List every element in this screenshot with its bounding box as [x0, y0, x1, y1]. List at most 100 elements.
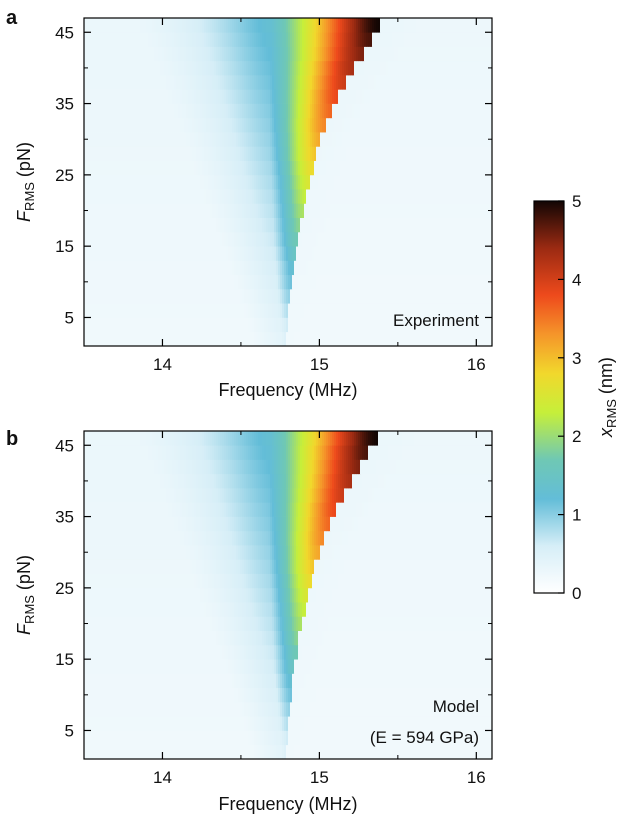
- heatmap-cell: [262, 303, 265, 318]
- heatmap-cell: [410, 160, 413, 176]
- heatmap-cell: [302, 75, 305, 90]
- heatmap-cell: [352, 288, 355, 304]
- heatmap-cell: [192, 75, 195, 90]
- heatmap-cell: [172, 260, 175, 276]
- heatmap-cell: [468, 744, 471, 760]
- heatmap-cell: [332, 60, 335, 76]
- heatmap-cell: [324, 744, 327, 760]
- heatmap-cell: [298, 160, 301, 176]
- heatmap-cell: [398, 189, 401, 204]
- heatmap-cell: [216, 32, 219, 47]
- heatmap-cell: [290, 189, 293, 204]
- heatmap-cell: [116, 231, 119, 247]
- heatmap-cell: [242, 46, 245, 62]
- heatmap-cell: [116, 160, 119, 176]
- heatmap-cell: [252, 146, 255, 161]
- heatmap-cell: [480, 132, 483, 147]
- heatmap-cell: [116, 46, 119, 62]
- heatmap-cell: [472, 89, 475, 104]
- heatmap-cell: [382, 32, 385, 47]
- heatmap-cell: [152, 246, 155, 261]
- heatmap-cell: [432, 260, 435, 276]
- heatmap-cell: [444, 203, 447, 218]
- heatmap-cell: [86, 730, 89, 746]
- heatmap-cell: [416, 18, 419, 33]
- heatmap-cell: [264, 260, 267, 276]
- heatmap-cell: [314, 132, 317, 147]
- heatmap-cell: [178, 117, 181, 133]
- heatmap-cell: [132, 331, 135, 347]
- heatmap-cell: [234, 160, 237, 176]
- heatmap-cell: [260, 117, 263, 133]
- heatmap-cell: [328, 18, 331, 33]
- heatmap-cell: [170, 60, 173, 76]
- heatmap-cell: [142, 288, 145, 304]
- heatmap-cell: [334, 60, 337, 76]
- heatmap-cell: [148, 117, 151, 133]
- heatmap-cell: [152, 317, 155, 333]
- heatmap-cell: [392, 174, 395, 190]
- heatmap-cell: [98, 203, 101, 218]
- heatmap-cell: [330, 217, 333, 233]
- heatmap-cell: [280, 103, 283, 119]
- heatmap-cell: [470, 32, 473, 47]
- heatmap-cell: [414, 260, 417, 276]
- heatmap-cell: [354, 89, 357, 104]
- heatmap-cell: [392, 46, 395, 62]
- heatmap-cell: [166, 331, 169, 347]
- heatmap-cell: [120, 18, 123, 33]
- heatmap-cell: [164, 46, 167, 62]
- heatmap-cell: [334, 303, 337, 318]
- heatmap-cell: [228, 174, 231, 190]
- heatmap-cell: [320, 317, 323, 333]
- heatmap-cell: [154, 174, 157, 190]
- heatmap-cell: [84, 260, 87, 276]
- heatmap-cell: [404, 32, 407, 47]
- heatmap-cell: [454, 231, 457, 247]
- heatmap-cell: [460, 146, 463, 161]
- heatmap-cell: [120, 46, 123, 62]
- heatmap-cell: [214, 146, 217, 161]
- heatmap-cell: [94, 217, 97, 233]
- heatmap-cell: [250, 260, 253, 276]
- heatmap-cell: [478, 217, 481, 233]
- heatmap-cell: [432, 274, 435, 290]
- heatmap-cell: [248, 75, 251, 90]
- heatmap-cell: [458, 217, 461, 233]
- heatmap-cell: [228, 160, 231, 176]
- heatmap-cell: [470, 146, 473, 161]
- heatmap-cell: [366, 75, 369, 90]
- heatmap-cell: [472, 260, 475, 276]
- heatmap-cell: [398, 146, 401, 161]
- heatmap-cell: [160, 117, 163, 133]
- heatmap-cell: [470, 132, 473, 147]
- heatmap-cell: [200, 331, 203, 347]
- heatmap-cell: [124, 217, 127, 233]
- heatmap-cell: [128, 189, 131, 204]
- heatmap-cell: [338, 331, 341, 347]
- heatmap-cell: [116, 60, 119, 76]
- heatmap-cell: [396, 18, 399, 33]
- heatmap-cell: [402, 18, 405, 33]
- heatmap-cell: [242, 117, 245, 133]
- heatmap-cell: [178, 260, 181, 276]
- heatmap-cell: [302, 744, 305, 760]
- heatmap-cell: [438, 75, 441, 90]
- heatmap-cell: [434, 217, 437, 233]
- heatmap-cell: [194, 117, 197, 133]
- heatmap-cell: [224, 117, 227, 133]
- heatmap-cell: [290, 32, 293, 47]
- heatmap-cell: [98, 246, 101, 261]
- heatmap-cell: [420, 260, 423, 276]
- heatmap-cell: [322, 75, 325, 90]
- heatmap-cell: [484, 60, 487, 76]
- heatmap-cell: [278, 132, 281, 147]
- heatmap-cell: [480, 117, 483, 133]
- heatmap-cell: [386, 744, 389, 760]
- heatmap-cell: [154, 260, 157, 276]
- heatmap-cell: [174, 32, 177, 47]
- heatmap-cell: [114, 103, 117, 119]
- heatmap-cell: [440, 117, 443, 133]
- heatmap-cell: [202, 46, 205, 62]
- heatmap-cell: [356, 132, 359, 147]
